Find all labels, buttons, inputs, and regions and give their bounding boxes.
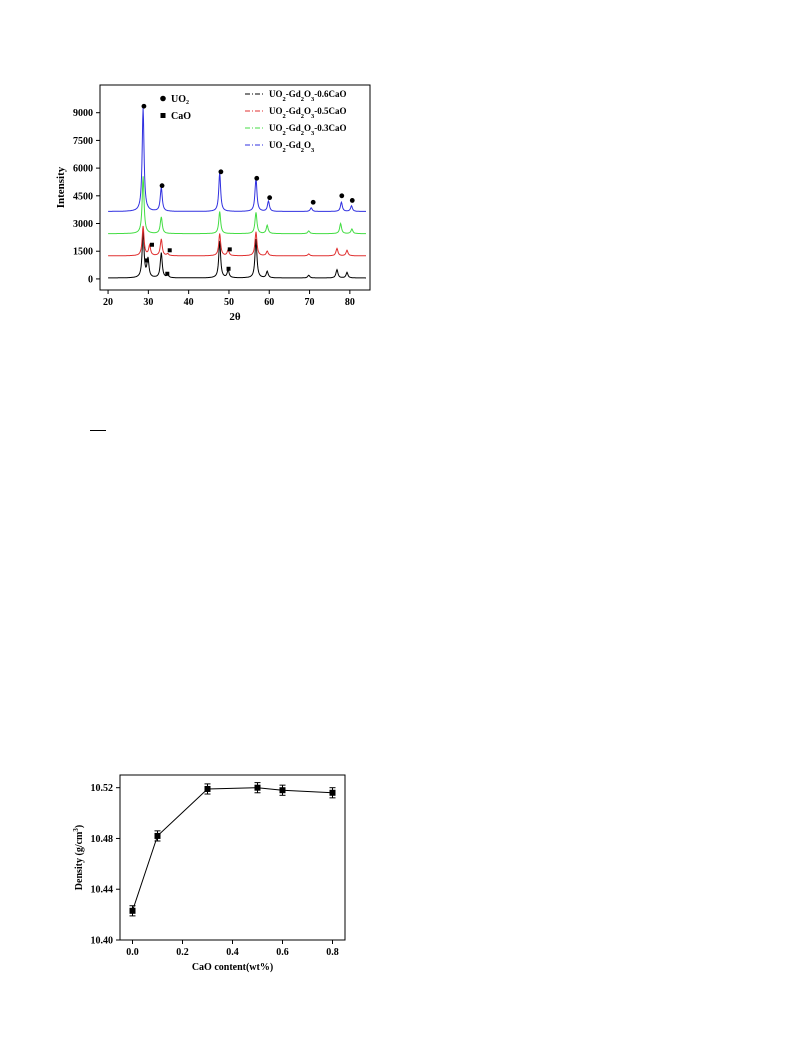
series-legend-label: UO2-Gd2O3 [269, 140, 315, 154]
series-line [108, 176, 366, 235]
series-legend-label: UO2-Gd2O3-0.6CaO [269, 89, 346, 103]
y-tick-label: 0 [88, 274, 93, 285]
uo2-peak-marker [141, 103, 147, 109]
x-tick-label: 30 [143, 297, 153, 308]
uo2-peak-marker [254, 175, 260, 181]
phase-legend-square [160, 113, 166, 118]
x-tick-label: 80 [345, 297, 355, 308]
x-tick-label: 0.4 [226, 947, 239, 958]
x-tick-label: 40 [184, 297, 194, 308]
density-point [329, 789, 336, 796]
density-plot-area: 0.0 0.2 0.4 0.6 0.8 10.40 10.44 10.48 10.52 CaO c… [72, 774, 346, 973]
y-tick-label: 7500 [73, 136, 93, 147]
series-legend-label: UO2-Gd2O3-0.5CaO [269, 106, 346, 120]
uo2-peak-marker [310, 199, 316, 205]
y-tick-label: 9000 [73, 108, 93, 119]
cao-peak-marker [227, 247, 232, 252]
uo2-peak-marker [267, 195, 273, 201]
density-point [279, 787, 286, 794]
y-tick-label: 10.48 [91, 834, 114, 845]
series-legend-label: UO2-Gd2O3-0.3CaO [269, 123, 346, 137]
density-line [132, 787, 333, 911]
x-tick-label: 60 [264, 297, 274, 308]
x-tick-label: 0.0 [126, 947, 139, 958]
y-tick-label: 3000 [73, 219, 93, 230]
density-point [254, 784, 261, 791]
x-tick-label: 0.6 [276, 947, 289, 958]
density-chart-svg: 0.0 0.2 0.4 0.6 0.8 10.40 10.44 10.48 10.52 CaO c… [72, 774, 346, 973]
cao-peak-marker [144, 258, 149, 263]
y-axis-label: Density (g/cm3) [72, 825, 85, 890]
y-tick-label: 10.44 [91, 885, 114, 896]
xrd-plot-area: 20 30 40 50 60 70 80 0 1500 3000 4500 6000 7500 9000 2… [55, 84, 371, 323]
uo2-peak-marker [339, 193, 345, 199]
uo2-peak-marker [349, 198, 355, 203]
y-tick-label: 6000 [73, 164, 93, 175]
y-tick-label: 4500 [73, 191, 93, 202]
y-tick-label: 10.52 [91, 783, 114, 794]
density-point [204, 785, 211, 792]
series-line [108, 225, 366, 257]
x-axis-label: CaO content(wt%) [192, 962, 273, 973]
x-tick-label: 20 [103, 297, 113, 308]
phase-legend-label: UO₂ [171, 94, 189, 105]
cao-peak-marker [226, 266, 231, 271]
uo2-peak-marker [159, 183, 165, 189]
phase-legend-label: CaO [171, 111, 191, 122]
cao-peak-marker [149, 242, 154, 247]
x-tick-label: 50 [224, 297, 234, 308]
phase-legend-circle [160, 95, 166, 102]
xrd-chart: 20 30 40 50 60 70 80 0 1500 3000 4500 6000 7500 9000 2… [40, 75, 380, 323]
cao-peak-marker [167, 248, 172, 253]
uo2-peak-marker [218, 169, 224, 175]
xrd-chart-svg: 20 30 40 50 60 70 80 0 1500 3000 4500 6000 7500 9000 2… [55, 84, 371, 323]
density-point [129, 907, 136, 914]
plot-frame [119, 774, 346, 941]
divider [90, 430, 106, 431]
x-tick-label: 0.2 [176, 947, 189, 958]
y-axis-label: Intensity [55, 166, 67, 208]
density-chart: 0.0 0.2 0.4 0.6 0.8 10.40 10.44 10.48 10.52 CaO c… [60, 765, 360, 980]
x-tick-label: 70 [305, 297, 315, 308]
y-tick-label: 10.40 [91, 936, 114, 947]
cao-peak-marker [165, 271, 170, 276]
x-axis-label: 2θ [229, 311, 241, 320]
series-line [108, 107, 366, 212]
density-point [154, 832, 161, 839]
y-tick-label: 1500 [73, 247, 93, 258]
plot-frame [99, 84, 371, 291]
series-line [108, 230, 366, 279]
x-tick-label: 0.8 [326, 947, 339, 958]
